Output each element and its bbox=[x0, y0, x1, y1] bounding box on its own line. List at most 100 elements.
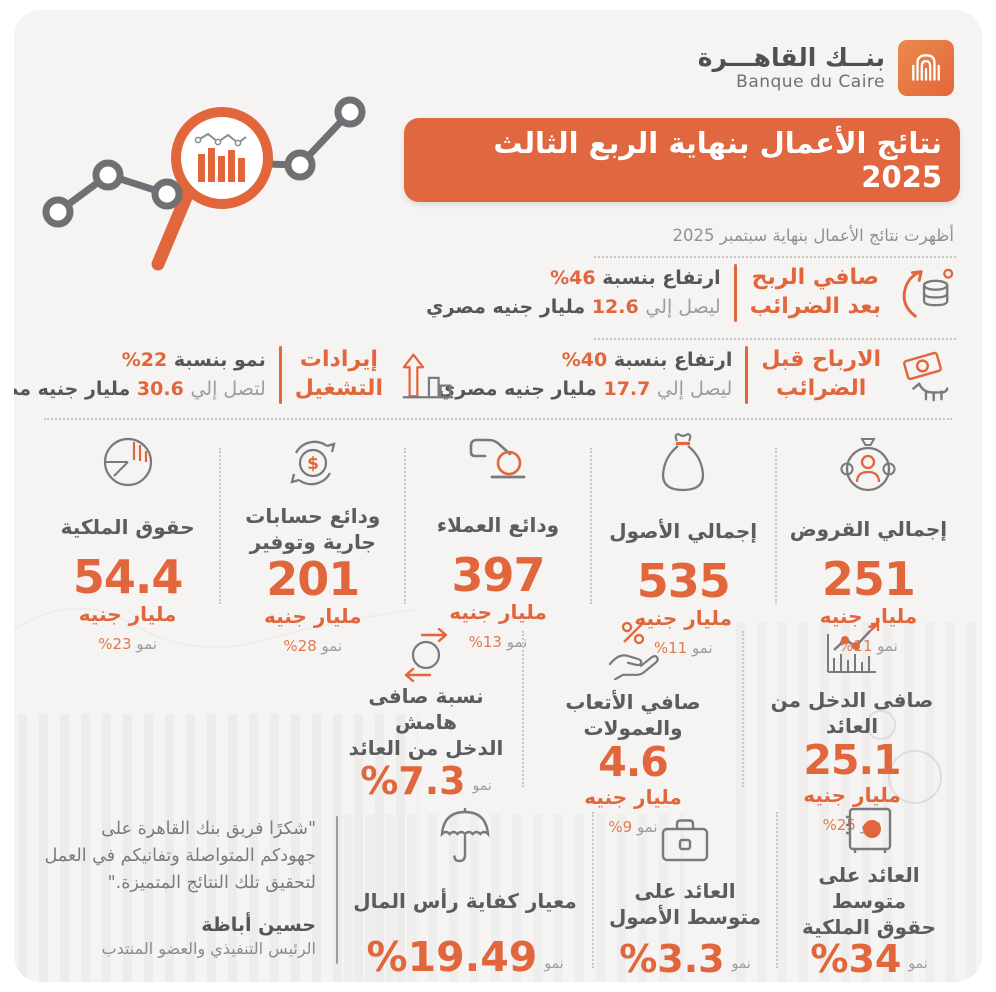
highlight-net-profit: صافي الربح بعد الضرائب ارتفاع بنسبة %46 … bbox=[426, 262, 956, 324]
title-line: العائد على متوسط bbox=[818, 862, 920, 913]
income-chart-icon bbox=[820, 618, 884, 678]
divider bbox=[594, 256, 956, 258]
bank-logo: بنــك القاهـــرة Banque du Caire bbox=[698, 40, 954, 96]
label-line: بعد الضرائب bbox=[749, 294, 881, 319]
stat-card-return-on-equity: العائد على متوسط حقوق الملكية نمو %34 bbox=[778, 802, 960, 978]
growth-label: نمو bbox=[908, 956, 928, 972]
stats-row-secondary: صافى الدخل من العائد 25.1 مليار جنيه نمو… bbox=[330, 618, 960, 836]
stat-title: معيار كفاية رأس المال bbox=[347, 875, 583, 927]
stat-unit: مليار جنيه bbox=[78, 602, 177, 627]
change-label: ارتفاع بنسبة bbox=[613, 348, 733, 371]
divider bbox=[44, 418, 952, 420]
magnifier-trend-illustration bbox=[42, 96, 366, 271]
vertical-divider bbox=[745, 346, 749, 404]
stat-value: 397 bbox=[451, 548, 545, 602]
stat-growth: نمو %11 bbox=[653, 639, 713, 658]
growth-label: نمو bbox=[472, 778, 492, 794]
stat-value: 4.6 bbox=[598, 738, 669, 786]
stat-title: إجمالي الأصول bbox=[609, 519, 758, 543]
stat-title: ودائع العملاء bbox=[436, 513, 560, 537]
stat-title: نسبة صافى هامش الدخل من العائد bbox=[330, 684, 522, 760]
quote-author-role: الرئيس التنفيذي والعضو المنتدب bbox=[101, 939, 317, 959]
growth-value: %7.3 bbox=[360, 759, 466, 803]
stat-card-equity: حقوق الملكية 54.4 مليار جنيه نمو %23 bbox=[36, 432, 219, 653]
dollar-cycle-icon: $ bbox=[283, 432, 343, 494]
label-line: التشغيل bbox=[294, 376, 383, 401]
vertical-divider bbox=[278, 346, 282, 404]
solid-separator bbox=[336, 816, 338, 964]
divider bbox=[594, 338, 956, 340]
change-value: %46 bbox=[550, 266, 596, 289]
title-line: العائد على bbox=[634, 879, 736, 903]
magnifier-bars bbox=[198, 148, 245, 182]
highlight-text: نمو بنسبة %22 لتصل إلي 30.6 مليار جنيه م… bbox=[14, 346, 266, 405]
quote-text: "شكرًا فريق بنك القاهرة على جهودكم المتو… bbox=[44, 819, 316, 894]
bank-name-latin: Banque du Caire bbox=[736, 72, 885, 93]
money-bag-icon bbox=[655, 432, 711, 496]
reach-unit: مليار جنيه مصري. bbox=[14, 378, 131, 400]
stat-card-total-loans: إجمالي القروض 251 مليار جنيه نمو %11 bbox=[777, 432, 960, 655]
umbrella-icon bbox=[434, 802, 496, 866]
svg-text:$: $ bbox=[307, 454, 319, 474]
dashed-separator bbox=[774, 448, 777, 604]
infographic-canvas: بنــك القاهـــرة Banque du Caire bbox=[14, 10, 982, 982]
borrowers-icon bbox=[836, 432, 900, 494]
stat-growth: نمو %28 bbox=[283, 637, 343, 656]
bank-logo-text: بنــك القاهـــرة Banque du Caire bbox=[698, 43, 885, 93]
reach-value: 30.6 bbox=[136, 378, 184, 400]
stat-unit: مليار جنيه bbox=[634, 606, 732, 631]
stat-value: 201 bbox=[266, 552, 360, 606]
stat-card-return-on-assets: العائد على متوسط الأصول نمو %3.3 bbox=[594, 802, 776, 978]
title-line: الدخل من العائد bbox=[348, 735, 504, 760]
reach-value: 12.6 bbox=[591, 296, 639, 318]
reach-unit: مليار جنيه مصري bbox=[437, 378, 597, 400]
reach-label: ليصل إلي bbox=[645, 296, 721, 318]
title-line: معيار كفاية رأس المال bbox=[353, 889, 577, 913]
highlight-text: ارتفاع بنسبة %46 ليصل إلي 12.6 مليار جني… bbox=[426, 264, 721, 323]
growth-value: %19.49 bbox=[366, 933, 538, 981]
highlight-operating-revenues: إيرادات التشغيل نمو بنسبة %22 لتصل إلي 3… bbox=[14, 344, 458, 406]
stat-unit: مليار جنيه bbox=[449, 600, 547, 625]
stat-card-casa-deposits: $ ودائع حسابات جارية وتوفير 201 مليار جن… bbox=[221, 432, 404, 655]
label-line: صافي الربح bbox=[751, 265, 880, 291]
reach-value: 17.7 bbox=[603, 378, 651, 400]
page-subtitle: أظهرت نتائج الأعمال بنهاية سبتمبر 2025 bbox=[672, 226, 954, 245]
bank-arches-icon bbox=[898, 40, 954, 96]
coins-growth-icon bbox=[894, 262, 956, 324]
growth-label: نمو bbox=[544, 956, 564, 972]
stat-growth: نمو %9 bbox=[608, 818, 658, 837]
title-line: متوسط الأصول bbox=[608, 905, 762, 929]
growth-value: %34 bbox=[810, 937, 902, 981]
stat-card-net-interest-margin: نسبة صافى هامش الدخل من العائد نمو %7.3 bbox=[330, 618, 522, 800]
stat-unit: مليار جنيه bbox=[803, 783, 901, 808]
safe-icon bbox=[839, 802, 899, 862]
change-value: %40 bbox=[561, 348, 608, 371]
hand-percent-icon bbox=[602, 618, 664, 680]
stat-value: 251 bbox=[821, 552, 916, 606]
deposit-hand-icon bbox=[465, 432, 531, 490]
stat-growth: نمو %23 bbox=[98, 635, 157, 654]
title-line: نسبة صافى هامش bbox=[368, 683, 484, 734]
stat-title: إجمالي القروض bbox=[789, 517, 948, 541]
label-line: الارباح قبل bbox=[761, 347, 881, 373]
stat-value: 54.4 bbox=[72, 550, 183, 604]
stat-title: ودائع حسابات جارية وتوفير bbox=[245, 504, 381, 554]
growth-label: نمو bbox=[731, 956, 751, 972]
stat-growth: نمو %3.3 bbox=[619, 940, 751, 978]
stat-growth: نمو %7.3 bbox=[360, 762, 492, 800]
vertical-divider bbox=[733, 264, 737, 322]
dashed-separator bbox=[219, 448, 222, 604]
stat-card-total-assets: إجمالي الأصول 535 مليار جنيه نمو %11 bbox=[592, 432, 775, 657]
pie-chart-icon bbox=[98, 432, 158, 492]
stat-title: حقوق الملكية bbox=[60, 515, 195, 539]
briefcase-icon bbox=[655, 802, 715, 869]
stat-title: صافى الدخل من العائد bbox=[770, 688, 934, 738]
stat-value: 535 bbox=[636, 554, 731, 608]
stat-unit: مليار جنيه bbox=[264, 604, 362, 629]
label-line: الضرائب bbox=[776, 376, 867, 401]
stat-card-capital-adequacy: معيار كفاية رأس المال نمو %19.49 bbox=[338, 802, 592, 978]
stat-card-net-fees-commissions: صافي الأتعاب والعمولات 4.6 مليار جنيه نم… bbox=[524, 618, 742, 836]
stat-growth: نمو %34 bbox=[810, 940, 927, 978]
dashed-separator bbox=[592, 812, 594, 968]
highlight-label: صافي الربح بعد الضرائب bbox=[750, 264, 881, 321]
